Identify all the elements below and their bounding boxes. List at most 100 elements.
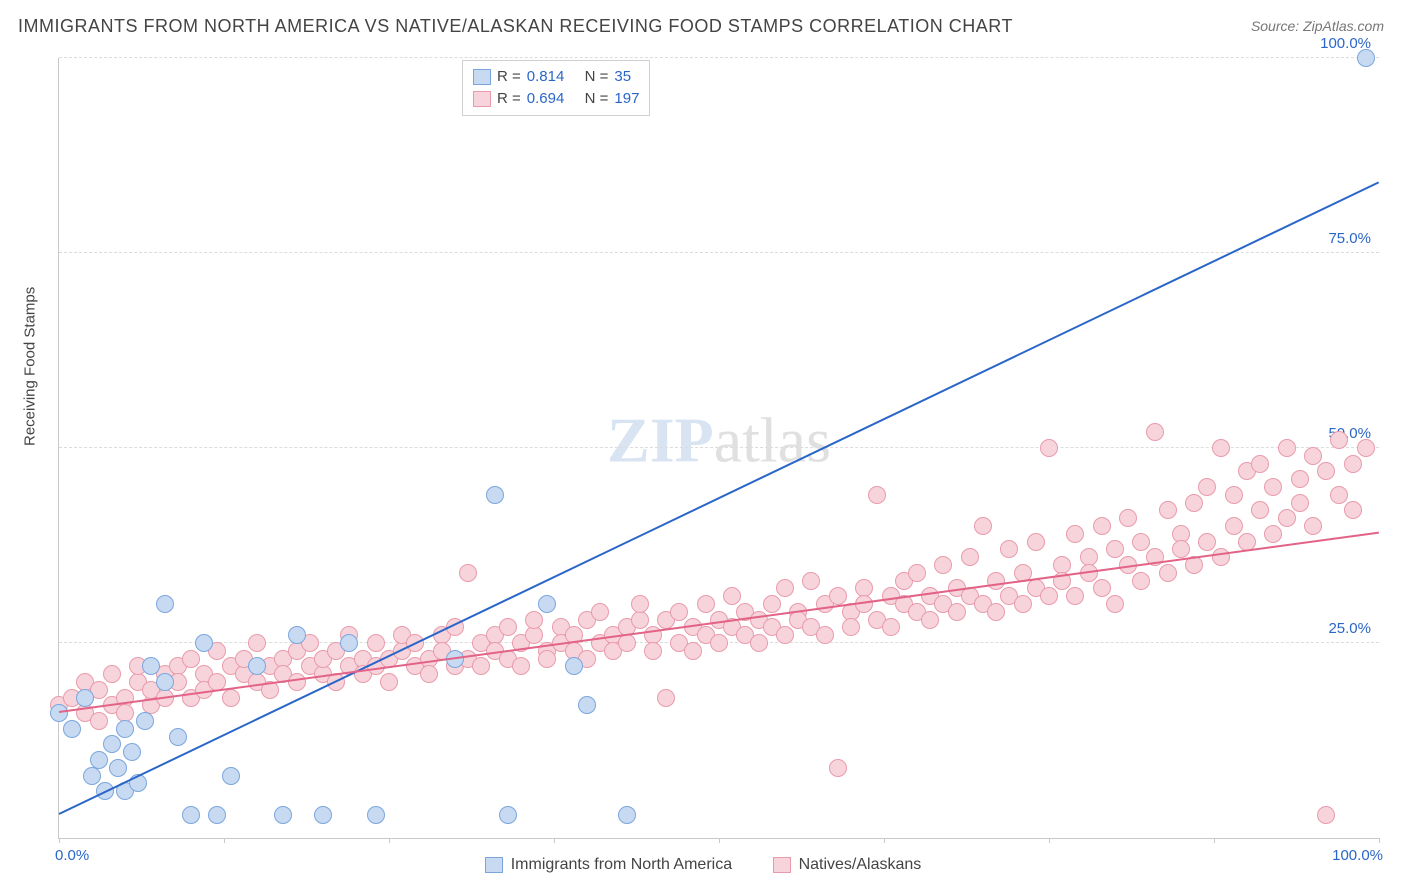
data-point [380, 673, 398, 691]
data-point [948, 603, 966, 621]
data-point [248, 634, 266, 652]
data-point [169, 728, 187, 746]
data-point [136, 712, 154, 730]
legend-bottom-item-a: Immigrants from North America [485, 856, 732, 874]
x-tick [224, 838, 225, 843]
data-point [512, 657, 530, 675]
data-point [1014, 595, 1032, 613]
data-point [538, 650, 556, 668]
data-point [1040, 587, 1058, 605]
data-point [684, 642, 702, 660]
gridline [59, 252, 1379, 253]
data-point [1106, 540, 1124, 558]
r-label-b: R = [497, 88, 521, 110]
legend-bottom-swatch-pink-icon [773, 857, 791, 873]
data-point [182, 650, 200, 668]
data-point [1317, 462, 1335, 480]
data-point [76, 689, 94, 707]
data-point [222, 689, 240, 707]
data-point [1212, 548, 1230, 566]
data-point [142, 657, 160, 675]
watermark-atlas: atlas [714, 405, 831, 476]
data-point [842, 618, 860, 636]
data-point [1251, 455, 1269, 473]
data-point [156, 673, 174, 691]
data-point [697, 595, 715, 613]
data-point [1066, 525, 1084, 543]
data-point [829, 759, 847, 777]
legend-stats-box: R = 0.814 N = 35 R = 0.694 N = 197 [462, 60, 650, 116]
data-point [459, 564, 477, 582]
source-label: Source: ZipAtlas.com [1251, 18, 1384, 34]
n-value-b: 197 [614, 88, 639, 110]
legend-bottom-item-b: Natives/Alaskans [773, 856, 922, 874]
y-axis-label: Receiving Food Stamps [22, 287, 39, 446]
data-point [1344, 501, 1362, 519]
watermark: ZIPatlas [607, 404, 831, 478]
data-point [1278, 439, 1296, 457]
data-point [208, 806, 226, 824]
data-point [1212, 439, 1230, 457]
data-point [90, 712, 108, 730]
data-point [1344, 455, 1362, 473]
data-point [499, 618, 517, 636]
legend-bottom: Immigrants from North America Natives/Al… [0, 856, 1406, 878]
data-point [1198, 478, 1216, 496]
data-point [1251, 501, 1269, 519]
data-point [1106, 595, 1124, 613]
data-point [248, 657, 266, 675]
data-point [1291, 470, 1309, 488]
data-point [750, 634, 768, 652]
data-point [631, 611, 649, 629]
regression-line [59, 181, 1380, 815]
legend-bottom-swatch-blue-icon [485, 857, 503, 873]
r-value-a: 0.814 [527, 66, 565, 88]
data-point [776, 626, 794, 644]
data-point [644, 642, 662, 660]
data-point [618, 806, 636, 824]
data-point [1357, 439, 1375, 457]
data-point [1225, 486, 1243, 504]
data-point [802, 572, 820, 590]
data-point [288, 626, 306, 644]
data-point [1330, 431, 1348, 449]
legend-stats-row-a: R = 0.814 N = 35 [473, 66, 639, 88]
legend-swatch-blue-icon [473, 69, 491, 85]
data-point [1304, 447, 1322, 465]
gridline [59, 447, 1379, 448]
data-point [829, 587, 847, 605]
data-point [1278, 509, 1296, 527]
plot-area: ZIPatlas 0.0%25.0%50.0%75.0%100.0%100.0% [58, 58, 1379, 839]
data-point [123, 743, 141, 761]
data-point [921, 611, 939, 629]
x-tick [1379, 838, 1380, 843]
data-point [1119, 509, 1137, 527]
data-point [776, 579, 794, 597]
data-point [1304, 517, 1322, 535]
n-label-a: N = [585, 66, 609, 88]
data-point [1066, 587, 1084, 605]
data-point [83, 767, 101, 785]
data-point [1093, 517, 1111, 535]
data-point [472, 657, 490, 675]
data-point [868, 486, 886, 504]
r-label-a: R = [497, 66, 521, 88]
data-point [90, 751, 108, 769]
r-value-b: 0.694 [527, 88, 565, 110]
data-point [195, 634, 213, 652]
data-point [499, 806, 517, 824]
data-point [1132, 572, 1150, 590]
data-point [1040, 439, 1058, 457]
data-point [1264, 478, 1282, 496]
data-point [1357, 49, 1375, 67]
data-point [974, 517, 992, 535]
x-tick [1214, 838, 1215, 843]
data-point [987, 603, 1005, 621]
data-point [1330, 486, 1348, 504]
data-point [1000, 540, 1018, 558]
data-point [1317, 806, 1335, 824]
data-point [50, 704, 68, 722]
data-point [631, 595, 649, 613]
data-point [367, 634, 385, 652]
data-point [710, 634, 728, 652]
